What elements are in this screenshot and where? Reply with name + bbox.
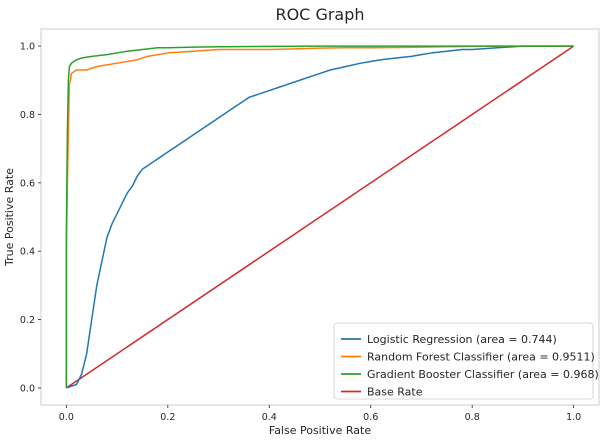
x-tick-label: 0.6 <box>363 412 378 423</box>
x-tick-label: 0.2 <box>160 412 175 423</box>
y-axis-ticks: 0.0 0.2 0.4 0.6 0.8 1.0 <box>20 42 41 394</box>
y-tick-label: 0.8 <box>20 110 35 121</box>
x-axis-label: False Positive Rate <box>269 424 371 437</box>
series-line-logistic-regression <box>66 45 574 389</box>
legend-items: Logistic Regression (area = 0.744) Random… <box>341 333 599 399</box>
legend-label: Random Forest Classifier (area = 0.9511) <box>367 351 595 364</box>
chart-title: ROC Graph <box>275 5 364 24</box>
y-tick-label: 0.4 <box>20 247 35 258</box>
y-tick-label: 0.2 <box>20 315 35 326</box>
legend-label: Base Rate <box>367 386 423 399</box>
y-tick-label: 1.0 <box>20 42 35 53</box>
x-tick-label: 1.0 <box>566 412 581 423</box>
series-line-random-forest-classifier <box>65 45 574 388</box>
legend-label: Gradient Booster Classifier (area = 0.96… <box>367 368 599 381</box>
x-tick-label: 0.8 <box>465 412 480 423</box>
x-axis-ticks: 0.0 0.2 0.4 0.6 0.8 1.0 <box>59 405 581 423</box>
x-tick-label: 0.4 <box>262 412 277 423</box>
legend-label: Logistic Regression (area = 0.744) <box>367 333 557 346</box>
series-line-base-rate <box>65 45 575 389</box>
y-tick-label: 0.6 <box>20 178 35 189</box>
x-tick-label: 0.0 <box>59 412 74 423</box>
series-lines <box>65 45 575 389</box>
legend-box <box>333 322 594 400</box>
series-line-gradient-booster-classifier <box>65 45 574 388</box>
y-axis-label: True Positive Rate <box>3 168 16 267</box>
chart-legend: Logistic Regression (area = 0.744) Random… <box>333 322 599 400</box>
y-tick-label: 0.0 <box>20 383 35 394</box>
